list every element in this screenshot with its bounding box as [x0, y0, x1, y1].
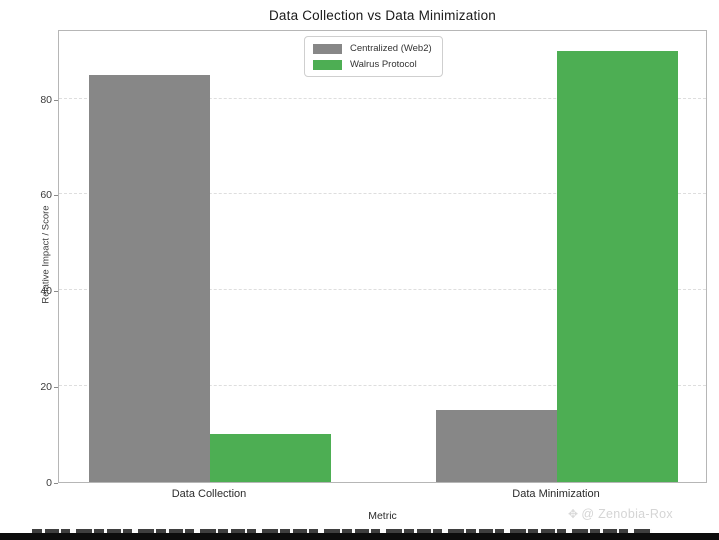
- legend-item-centralized-web2-: Centralized (Web2): [313, 43, 432, 54]
- ytick-label-80: 80: [40, 93, 52, 106]
- bar-centralized-web2--1: [436, 410, 557, 482]
- ytick-label-40: 40: [40, 285, 52, 298]
- ytick-mark-0: [54, 483, 58, 484]
- bar-centralized-web2--0: [89, 74, 210, 482]
- ytick-mark-20: [54, 387, 58, 389]
- gridline-y-60: [59, 193, 706, 195]
- bar-walrus-protocol-0: [210, 434, 331, 482]
- gridline-y-40: [59, 289, 706, 291]
- ytick-mark-60: [54, 195, 58, 197]
- cropped-text-strip: [32, 529, 652, 533]
- gridline-y-80: [59, 97, 706, 99]
- legend-swatch-icon: [313, 43, 342, 54]
- ytick-mark-80: [54, 99, 58, 101]
- gridline-y-20: [59, 385, 706, 387]
- plot-area: Centralized (Web2) Walrus Protocol: [58, 30, 707, 483]
- ytick-label-0: 0: [46, 477, 52, 489]
- x-axis-label: Metric: [368, 510, 397, 522]
- bottom-black-bar: [0, 533, 719, 540]
- watermark: ✥ @ Zenobia-Rox: [568, 507, 719, 521]
- legend-item-walrus-protocol: Walrus Protocol: [313, 59, 432, 70]
- bar-walrus-protocol-1: [557, 50, 678, 482]
- ytick-label-60: 60: [40, 189, 52, 202]
- compass-ornament-icon: ✥: [568, 507, 579, 521]
- watermark-text: @ Zenobia-Rox: [581, 507, 673, 521]
- chart-title: Data Collection vs Data Minimization: [268, 8, 497, 23]
- legend: Centralized (Web2) Walrus Protocol: [304, 36, 443, 77]
- xtick-label-data-minimization: Data Minimization: [512, 488, 600, 500]
- legend-label: Centralized (Web2): [350, 43, 432, 54]
- ytick-mark-40: [54, 291, 58, 293]
- legend-label: Walrus Protocol: [350, 59, 417, 70]
- ytick-label-20: 20: [40, 381, 52, 394]
- legend-swatch-icon: [313, 59, 342, 70]
- xtick-label-data-collection: Data Collection: [171, 488, 247, 500]
- y-axis-label: Relative Impact / Score: [40, 205, 52, 304]
